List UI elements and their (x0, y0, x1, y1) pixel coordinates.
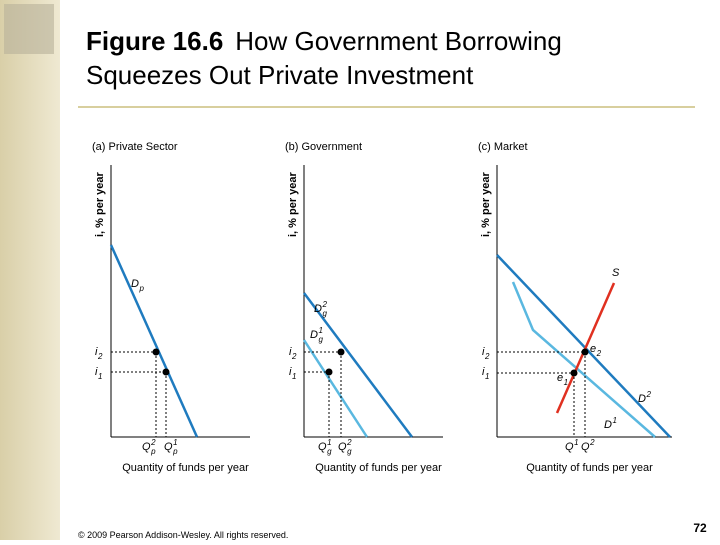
equilibrium-point (570, 369, 578, 377)
equilibrium-point (581, 348, 589, 356)
label-sub: p (172, 447, 178, 456)
panel-title: (b) Government (285, 141, 362, 153)
curve-label: Q (142, 441, 151, 453)
label-sub: 2 (291, 352, 297, 361)
curve-label: i (95, 346, 98, 358)
equilibrium-point (325, 368, 333, 376)
curve-label: D (310, 329, 318, 341)
label-sub: g (318, 335, 323, 344)
label-sub: p (138, 284, 144, 293)
curve-label: e (590, 343, 596, 355)
label-sup: 2 (589, 438, 595, 447)
curve-label: D (604, 419, 612, 431)
label-sub: 1 (485, 372, 489, 381)
label-sup: 2 (645, 390, 651, 399)
curve-label: e (557, 372, 563, 384)
label-sub: 1 (292, 372, 296, 381)
label-sup: 1 (318, 326, 322, 335)
demand-curve-2 (496, 254, 671, 438)
label-sub: g (322, 309, 327, 318)
label-sub: g (327, 447, 332, 456)
equilibrium-point (337, 348, 345, 356)
label-sub: 1 (98, 372, 102, 381)
label-sup: 1 (612, 416, 616, 425)
page-number: 72 (693, 521, 707, 535)
curve-label: Q (318, 441, 327, 453)
curve-label: Q (581, 441, 590, 453)
side-strip (0, 0, 60, 540)
label-sup: 2 (321, 300, 327, 309)
x-axis-label: Quantity of funds per year (526, 462, 653, 474)
demand-curve (109, 244, 199, 438)
label-sub: 2 (484, 352, 490, 361)
panel-title: (c) Market (478, 141, 528, 153)
title-line-1: Figure 16.6 How Government Borrowing (86, 26, 562, 56)
curve-label: Q (164, 441, 173, 453)
label-sub: g (347, 447, 352, 456)
label-sup: 2 (346, 438, 352, 447)
label-sub: 2 (596, 349, 602, 358)
panel-title: (a) Private Sector (92, 141, 178, 153)
demand-curve-2 (303, 292, 413, 438)
curve-label: i (95, 366, 98, 378)
curve-label: Q (565, 441, 574, 453)
demand-curve-1 (511, 281, 656, 438)
curve-label: i (289, 346, 292, 358)
curve-label: D (638, 393, 646, 405)
label-sub: p (150, 447, 156, 456)
curve-label: Q (338, 441, 347, 453)
copyright: © 2009 Pearson Addison-Wesley. All right… (78, 530, 288, 540)
title-line-2: Squeezes Out Private Investment (86, 60, 474, 90)
y-axis-label: i, % per year (94, 171, 106, 237)
curve-label: S (612, 267, 620, 279)
curve-label: i (289, 366, 292, 378)
curve-label: D (131, 278, 139, 290)
curve-label: i (482, 366, 485, 378)
label-sub: 1 (564, 378, 568, 387)
x-axis-label: Quantity of funds per year (315, 462, 442, 474)
curve-label: i (482, 346, 485, 358)
label-sup: 2 (150, 438, 156, 447)
label-sup: 1 (327, 438, 331, 447)
label-sub: 2 (97, 352, 103, 361)
equilibrium-point (152, 348, 160, 356)
equilibrium-point (162, 368, 170, 376)
label-sup: 1 (173, 438, 177, 447)
label-sup: 1 (574, 438, 578, 447)
logo-cube (4, 4, 54, 54)
supply-curve (555, 282, 616, 414)
y-axis-label: i, % per year (287, 171, 299, 237)
x-axis-label: Quantity of funds per year (122, 462, 249, 474)
y-axis-label: i, % per year (480, 171, 492, 237)
demand-curve-1 (302, 339, 369, 438)
curve-label: D (314, 303, 322, 315)
